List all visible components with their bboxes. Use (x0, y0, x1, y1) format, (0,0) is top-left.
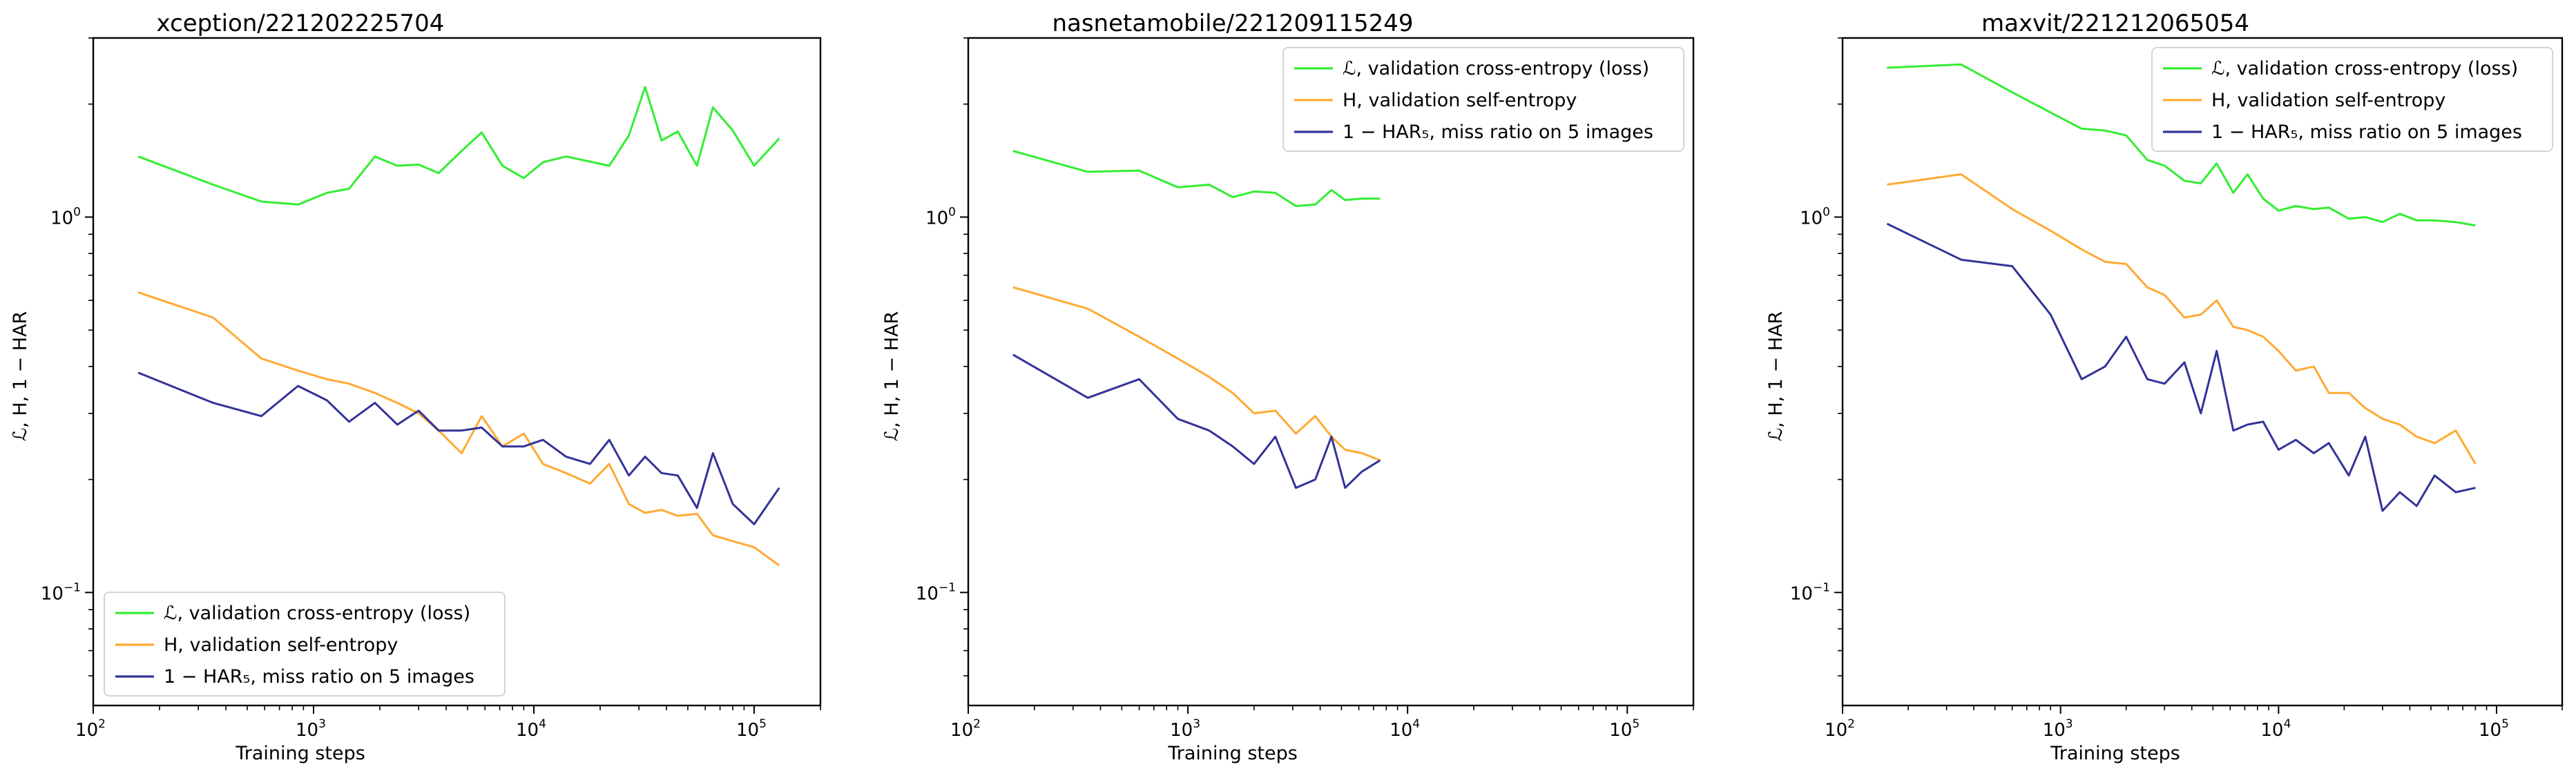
x-tick-label: 104 (1390, 717, 1420, 741)
x-tick-label: 102 (1825, 717, 1855, 741)
x-tick-label: 104 (2260, 717, 2291, 741)
plot-frame (92, 37, 822, 707)
legend-label: H, validation self-entropy (2211, 90, 2445, 111)
chart-title: xception/221202225704 (157, 10, 445, 37)
legend-label: 1 − HAR₅, miss ratio on 5 images (164, 666, 474, 688)
series-line (1012, 286, 1381, 462)
x-tick-label: 105 (736, 717, 767, 741)
series-line (1012, 150, 1381, 207)
legend-box (2151, 47, 2553, 152)
series-line (1887, 63, 2476, 227)
legend: ℒ, validation cross-entropy (loss) H, val… (1282, 47, 1684, 152)
chart-title: nasnetamobile/221209115249 (1052, 10, 1413, 37)
y-tick-label: 10−1 (1790, 581, 1830, 604)
x-axis-label: Training steps (1167, 743, 1298, 764)
x-tick-label: 102 (75, 717, 106, 741)
series-line (1887, 173, 2477, 465)
y-axis-label: ℒ, H, 1 − HAR (10, 311, 31, 442)
series-line (137, 86, 780, 206)
y-axis-label: ℒ, H, 1 − HAR (881, 311, 903, 442)
x-axis-label: Training steps (2050, 743, 2180, 764)
legend-label: H, validation self-entropy (164, 634, 398, 656)
legend-label: ℒ, validation cross-entropy (loss) (1343, 58, 1649, 79)
series-line (1886, 222, 2476, 512)
chart-title: maxvit/221212065054 (1981, 10, 2249, 37)
series-line (137, 291, 780, 567)
x-tick-label: 104 (516, 717, 546, 741)
x-tick-label: 102 (950, 717, 981, 741)
subplot-nasnetamobile: nasnetamobile/221209115249 Training step… (881, 10, 1695, 764)
plot-frame (967, 37, 1695, 707)
subplot-xception: xception/221202225704 Training steps ℒ, … (10, 10, 822, 764)
x-tick-label: 105 (1609, 717, 1640, 741)
y-tick-label: 100 (1800, 205, 1830, 228)
y-tick-label: 10−1 (41, 581, 81, 604)
y-axis-label: ℒ, H, 1 − HAR (1765, 311, 1787, 442)
y-tick-label: 100 (925, 205, 956, 228)
plot-frame (1841, 37, 2564, 707)
series-line (1012, 353, 1381, 489)
x-axis-label: Training steps (235, 743, 365, 764)
y-tick-label: 10−1 (916, 581, 956, 604)
legend-label: H, validation self-entropy (1343, 90, 1577, 111)
legend: ℒ, validation cross-entropy (loss) H, val… (2151, 47, 2553, 152)
x-tick-label: 103 (2043, 717, 2073, 741)
legend-label: ℒ, validation cross-entropy (loss) (2211, 58, 2518, 79)
x-tick-label: 105 (2479, 717, 2509, 741)
y-tick-label: 100 (50, 205, 81, 228)
legend-box (104, 592, 506, 697)
series-line (137, 371, 780, 525)
legend-box (1282, 47, 1684, 152)
x-tick-label: 103 (296, 717, 326, 741)
subplot-maxvit: maxvit/221212065054 Training steps ℒ, H,… (1765, 10, 2564, 764)
legend-label: ℒ, validation cross-entropy (loss) (164, 603, 470, 624)
x-tick-label: 103 (1170, 717, 1200, 741)
legend: ℒ, validation cross-entropy (loss) H, val… (104, 592, 506, 697)
legend-label: 1 − HAR₅, miss ratio on 5 images (1343, 121, 1653, 143)
legend-label: 1 − HAR₅, miss ratio on 5 images (2211, 121, 2522, 143)
